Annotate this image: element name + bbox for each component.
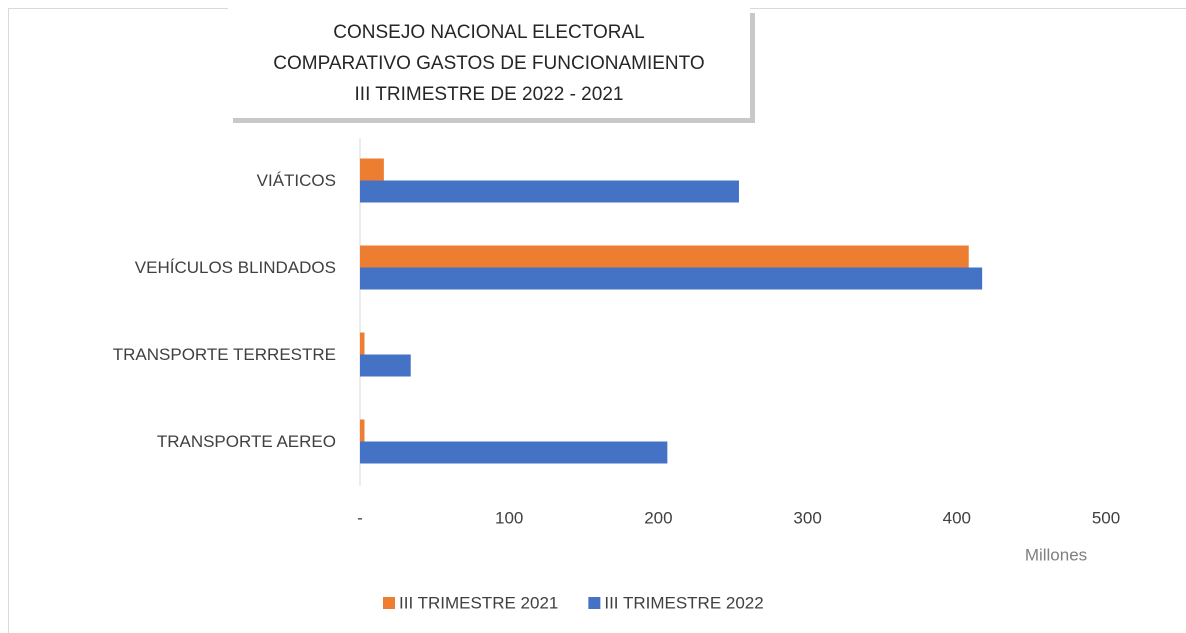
chart-title: III TRIMESTRE DE 2022 - 2021 bbox=[355, 84, 624, 105]
y-tick-label: VEHÍCULOS BLINDADOS bbox=[135, 258, 336, 277]
bar bbox=[360, 158, 384, 181]
x-axis-label: Millones bbox=[1025, 545, 1087, 564]
bar bbox=[360, 354, 411, 377]
x-tick-label: 500 bbox=[1092, 508, 1120, 527]
legend-swatch bbox=[588, 597, 601, 609]
x-tick-label: 100 bbox=[495, 508, 523, 527]
x-tick-label: 300 bbox=[793, 508, 821, 527]
bar bbox=[360, 245, 969, 268]
y-tick-label: TRANSPORTE AEREO bbox=[157, 432, 336, 451]
chart-title: CONSEJO NACIONAL ELECTORAL bbox=[333, 22, 644, 43]
bar bbox=[360, 332, 365, 355]
x-tick-label: - bbox=[357, 508, 363, 527]
bar bbox=[360, 441, 668, 464]
legend-swatch bbox=[383, 597, 395, 609]
y-tick-label: VIÁTICOS bbox=[257, 171, 336, 190]
bar bbox=[360, 180, 739, 203]
x-tick-label: 200 bbox=[644, 508, 672, 527]
bar bbox=[360, 419, 365, 442]
bar bbox=[360, 267, 983, 290]
legend-label: III TRIMESTRE 2022 bbox=[604, 593, 763, 612]
y-tick-label: TRANSPORTE TERRESTRE bbox=[113, 345, 336, 364]
title-box bbox=[228, 8, 750, 118]
x-tick-label: 400 bbox=[943, 508, 971, 527]
chart-title: COMPARATIVO GASTOS DE FUNCIONAMIENTO bbox=[273, 53, 704, 74]
legend-label: III TRIMESTRE 2021 bbox=[399, 593, 558, 612]
